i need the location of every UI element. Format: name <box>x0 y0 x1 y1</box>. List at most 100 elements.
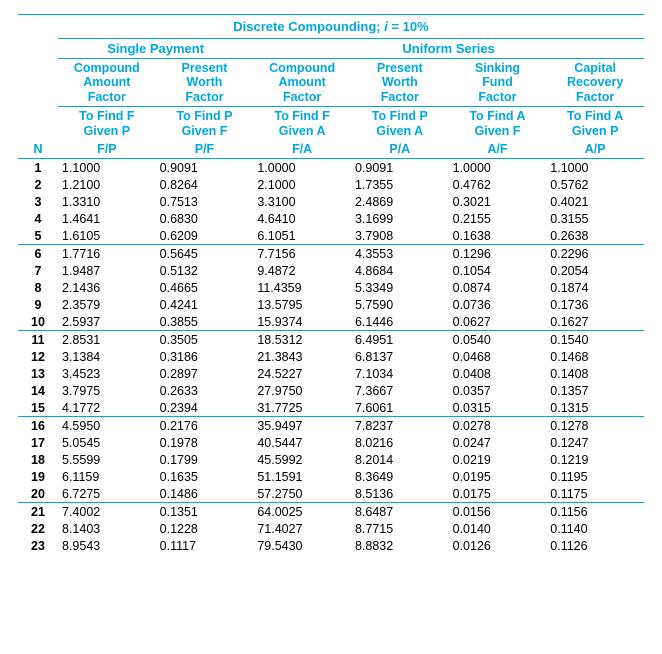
table-row: 41.46410.68304.64103.16990.21550.3155 <box>18 210 644 227</box>
value-cell: 5.0545 <box>58 434 156 451</box>
value-cell: 1.1000 <box>58 159 156 177</box>
n-cell: 8 <box>18 279 58 296</box>
value-cell: 0.2296 <box>546 245 644 263</box>
value-cell: 7.7156 <box>253 245 351 263</box>
value-cell: 1.6105 <box>58 227 156 245</box>
value-cell: 0.1140 <box>546 520 644 537</box>
n-cell: 21 <box>18 503 58 521</box>
value-cell: 8.7715 <box>351 520 449 537</box>
value-cell: 0.3021 <box>449 193 547 210</box>
value-cell: 0.1799 <box>156 451 254 468</box>
table-row: 92.35790.424113.57955.75900.07360.1736 <box>18 296 644 313</box>
find-col-3: To Find FGiven A <box>253 107 351 140</box>
table-row: 102.59370.385515.93746.14460.06270.1627 <box>18 313 644 331</box>
value-cell: 0.1540 <box>546 331 644 349</box>
value-cell: 0.0315 <box>449 399 547 417</box>
value-cell: 5.7590 <box>351 296 449 313</box>
value-cell: 64.0025 <box>253 503 351 521</box>
ratio-col-4: P/A <box>351 140 449 159</box>
value-cell: 3.3100 <box>253 193 351 210</box>
value-cell: 7.8237 <box>351 417 449 435</box>
value-cell: 4.1772 <box>58 399 156 417</box>
value-cell: 3.7975 <box>58 382 156 399</box>
n-cell: 4 <box>18 210 58 227</box>
value-cell: 11.4359 <box>253 279 351 296</box>
value-cell: 0.0736 <box>449 296 547 313</box>
value-cell: 0.1219 <box>546 451 644 468</box>
value-cell: 8.0216 <box>351 434 449 451</box>
n-cell: 16 <box>18 417 58 435</box>
value-cell: 5.5599 <box>58 451 156 468</box>
table-row: 206.72750.148657.27508.51360.01750.1175 <box>18 485 644 503</box>
n-cell: 5 <box>18 227 58 245</box>
table-row: 11.10000.90911.00000.90911.00001.1000 <box>18 159 644 177</box>
value-cell: 0.1156 <box>546 503 644 521</box>
table-row: 154.17720.239431.77257.60610.03150.1315 <box>18 399 644 417</box>
value-cell: 4.8684 <box>351 262 449 279</box>
n-cell: 11 <box>18 331 58 349</box>
ratio-col-1: F/P <box>58 140 156 159</box>
table-title-row: Discrete Compounding; i = 10% <box>18 15 644 39</box>
n-cell: 18 <box>18 451 58 468</box>
value-cell: 0.2176 <box>156 417 254 435</box>
ratio-col-6: A/P <box>546 140 644 159</box>
value-cell: 1.9487 <box>58 262 156 279</box>
value-cell: 0.5645 <box>156 245 254 263</box>
title-plain: Discrete Compounding; <box>233 19 384 34</box>
value-cell: 71.4027 <box>253 520 351 537</box>
value-cell: 0.1978 <box>156 434 254 451</box>
value-cell: 0.2638 <box>546 227 644 245</box>
value-cell: 0.7513 <box>156 193 254 210</box>
value-cell: 6.1051 <box>253 227 351 245</box>
value-cell: 1.2100 <box>58 176 156 193</box>
n-cell: 20 <box>18 485 58 503</box>
value-cell: 1.4641 <box>58 210 156 227</box>
value-cell: 0.0408 <box>449 365 547 382</box>
value-cell: 4.6410 <box>253 210 351 227</box>
value-cell: 6.7275 <box>58 485 156 503</box>
value-cell: 0.0278 <box>449 417 547 435</box>
value-cell: 0.1874 <box>546 279 644 296</box>
value-cell: 0.3186 <box>156 348 254 365</box>
n-cell: 19 <box>18 468 58 485</box>
value-cell: 0.1408 <box>546 365 644 382</box>
value-cell: 6.1446 <box>351 313 449 331</box>
find-col-1: To Find FGiven P <box>58 107 156 140</box>
table-row: 228.14030.122871.40278.77150.01400.1140 <box>18 520 644 537</box>
factor-col-5: SinkingFundFactor <box>449 59 547 107</box>
value-cell: 8.2014 <box>351 451 449 468</box>
value-cell: 0.0874 <box>449 279 547 296</box>
value-cell: 9.4872 <box>253 262 351 279</box>
table-row: 112.85310.350518.53126.49510.05400.1540 <box>18 331 644 349</box>
value-cell: 8.3649 <box>351 468 449 485</box>
value-cell: 7.6061 <box>351 399 449 417</box>
value-cell: 0.1195 <box>546 468 644 485</box>
value-cell: 2.1000 <box>253 176 351 193</box>
value-cell: 2.4869 <box>351 193 449 210</box>
value-cell: 6.4951 <box>351 331 449 349</box>
factor-col-4: PresentWorthFactor <box>351 59 449 107</box>
find-col-6: To Find AGiven P <box>546 107 644 140</box>
n-cell: 6 <box>18 245 58 263</box>
value-cell: 0.2054 <box>546 262 644 279</box>
value-cell: 0.0247 <box>449 434 547 451</box>
table-row: 123.13840.318621.38436.81370.04680.1468 <box>18 348 644 365</box>
n-cell: 1 <box>18 159 58 177</box>
value-cell: 0.1468 <box>546 348 644 365</box>
value-cell: 0.9091 <box>351 159 449 177</box>
group-header-row: Single Payment Uniform Series <box>18 39 644 59</box>
value-cell: 5.3349 <box>351 279 449 296</box>
n-cell: 3 <box>18 193 58 210</box>
value-cell: 0.5762 <box>546 176 644 193</box>
value-cell: 0.4762 <box>449 176 547 193</box>
value-cell: 2.8531 <box>58 331 156 349</box>
value-cell: 8.5136 <box>351 485 449 503</box>
table-row: 196.11590.163551.15918.36490.01950.1195 <box>18 468 644 485</box>
value-cell: 0.1278 <box>546 417 644 435</box>
value-cell: 27.9750 <box>253 382 351 399</box>
n-cell: 17 <box>18 434 58 451</box>
value-cell: 0.6209 <box>156 227 254 245</box>
n-cell: 2 <box>18 176 58 193</box>
value-cell: 0.1736 <box>546 296 644 313</box>
table-row: 133.45230.289724.52277.10340.04080.1408 <box>18 365 644 382</box>
